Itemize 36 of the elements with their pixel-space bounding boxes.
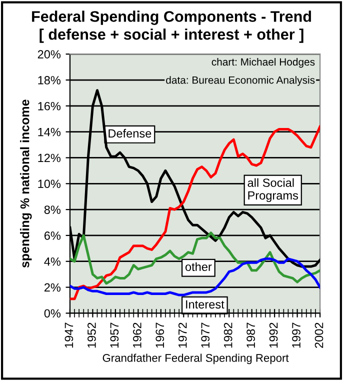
line-series	[70, 232, 320, 285]
y-tick-label: 16%	[38, 102, 61, 110]
series-label: Interest	[186, 300, 224, 309]
y-tick-label: 0%	[44, 309, 61, 318]
y-tick-label: 12%	[38, 154, 61, 162]
line-series	[70, 125, 320, 300]
y-tick-label: 20%	[38, 50, 61, 58]
y-tick-label: 10%	[38, 180, 61, 188]
y-axis-title: spending % national income	[20, 100, 32, 268]
y-tick-label: 2%	[44, 283, 61, 292]
x-tick-label: 1982	[224, 322, 232, 348]
x-tick-label: 1977	[201, 322, 210, 348]
y-tick-label: 4%	[44, 257, 61, 266]
series-label: all Social Programs	[248, 178, 298, 202]
text: Grandfather Federal Spending Report	[102, 354, 289, 364]
x-tick-label: 2002	[314, 322, 324, 348]
x-tick-label: 1962	[132, 322, 142, 348]
x-tick-label: 1947	[64, 322, 74, 348]
annotation: data: Bureau Economic Analysis	[166, 76, 315, 86]
x-tick-label: 1967	[156, 322, 164, 348]
x-tick-label: 1997	[292, 322, 300, 348]
chart-title: Federal Spending Components - Trend	[32, 10, 311, 25]
x-tick-label: 1987	[246, 322, 255, 348]
series-label: other	[185, 262, 212, 272]
annotation: chart: Michael Hodges	[212, 58, 315, 68]
x-tick-label: 1952	[88, 322, 96, 348]
line-series	[70, 258, 320, 296]
y-tick-label: 6%	[44, 231, 61, 240]
x-tick-label: 1957	[110, 322, 119, 348]
x-tick-label: 1972	[178, 322, 187, 348]
y-tick-label: 14%	[38, 128, 61, 136]
y-tick-label: 8%	[44, 206, 61, 214]
chart-subtitle: [ defense + social + interest + other ]	[40, 28, 304, 43]
y-tick-label: 18%	[38, 76, 61, 84]
x-tick-label: 1992	[269, 322, 278, 348]
series-label: Defense	[108, 128, 152, 138]
